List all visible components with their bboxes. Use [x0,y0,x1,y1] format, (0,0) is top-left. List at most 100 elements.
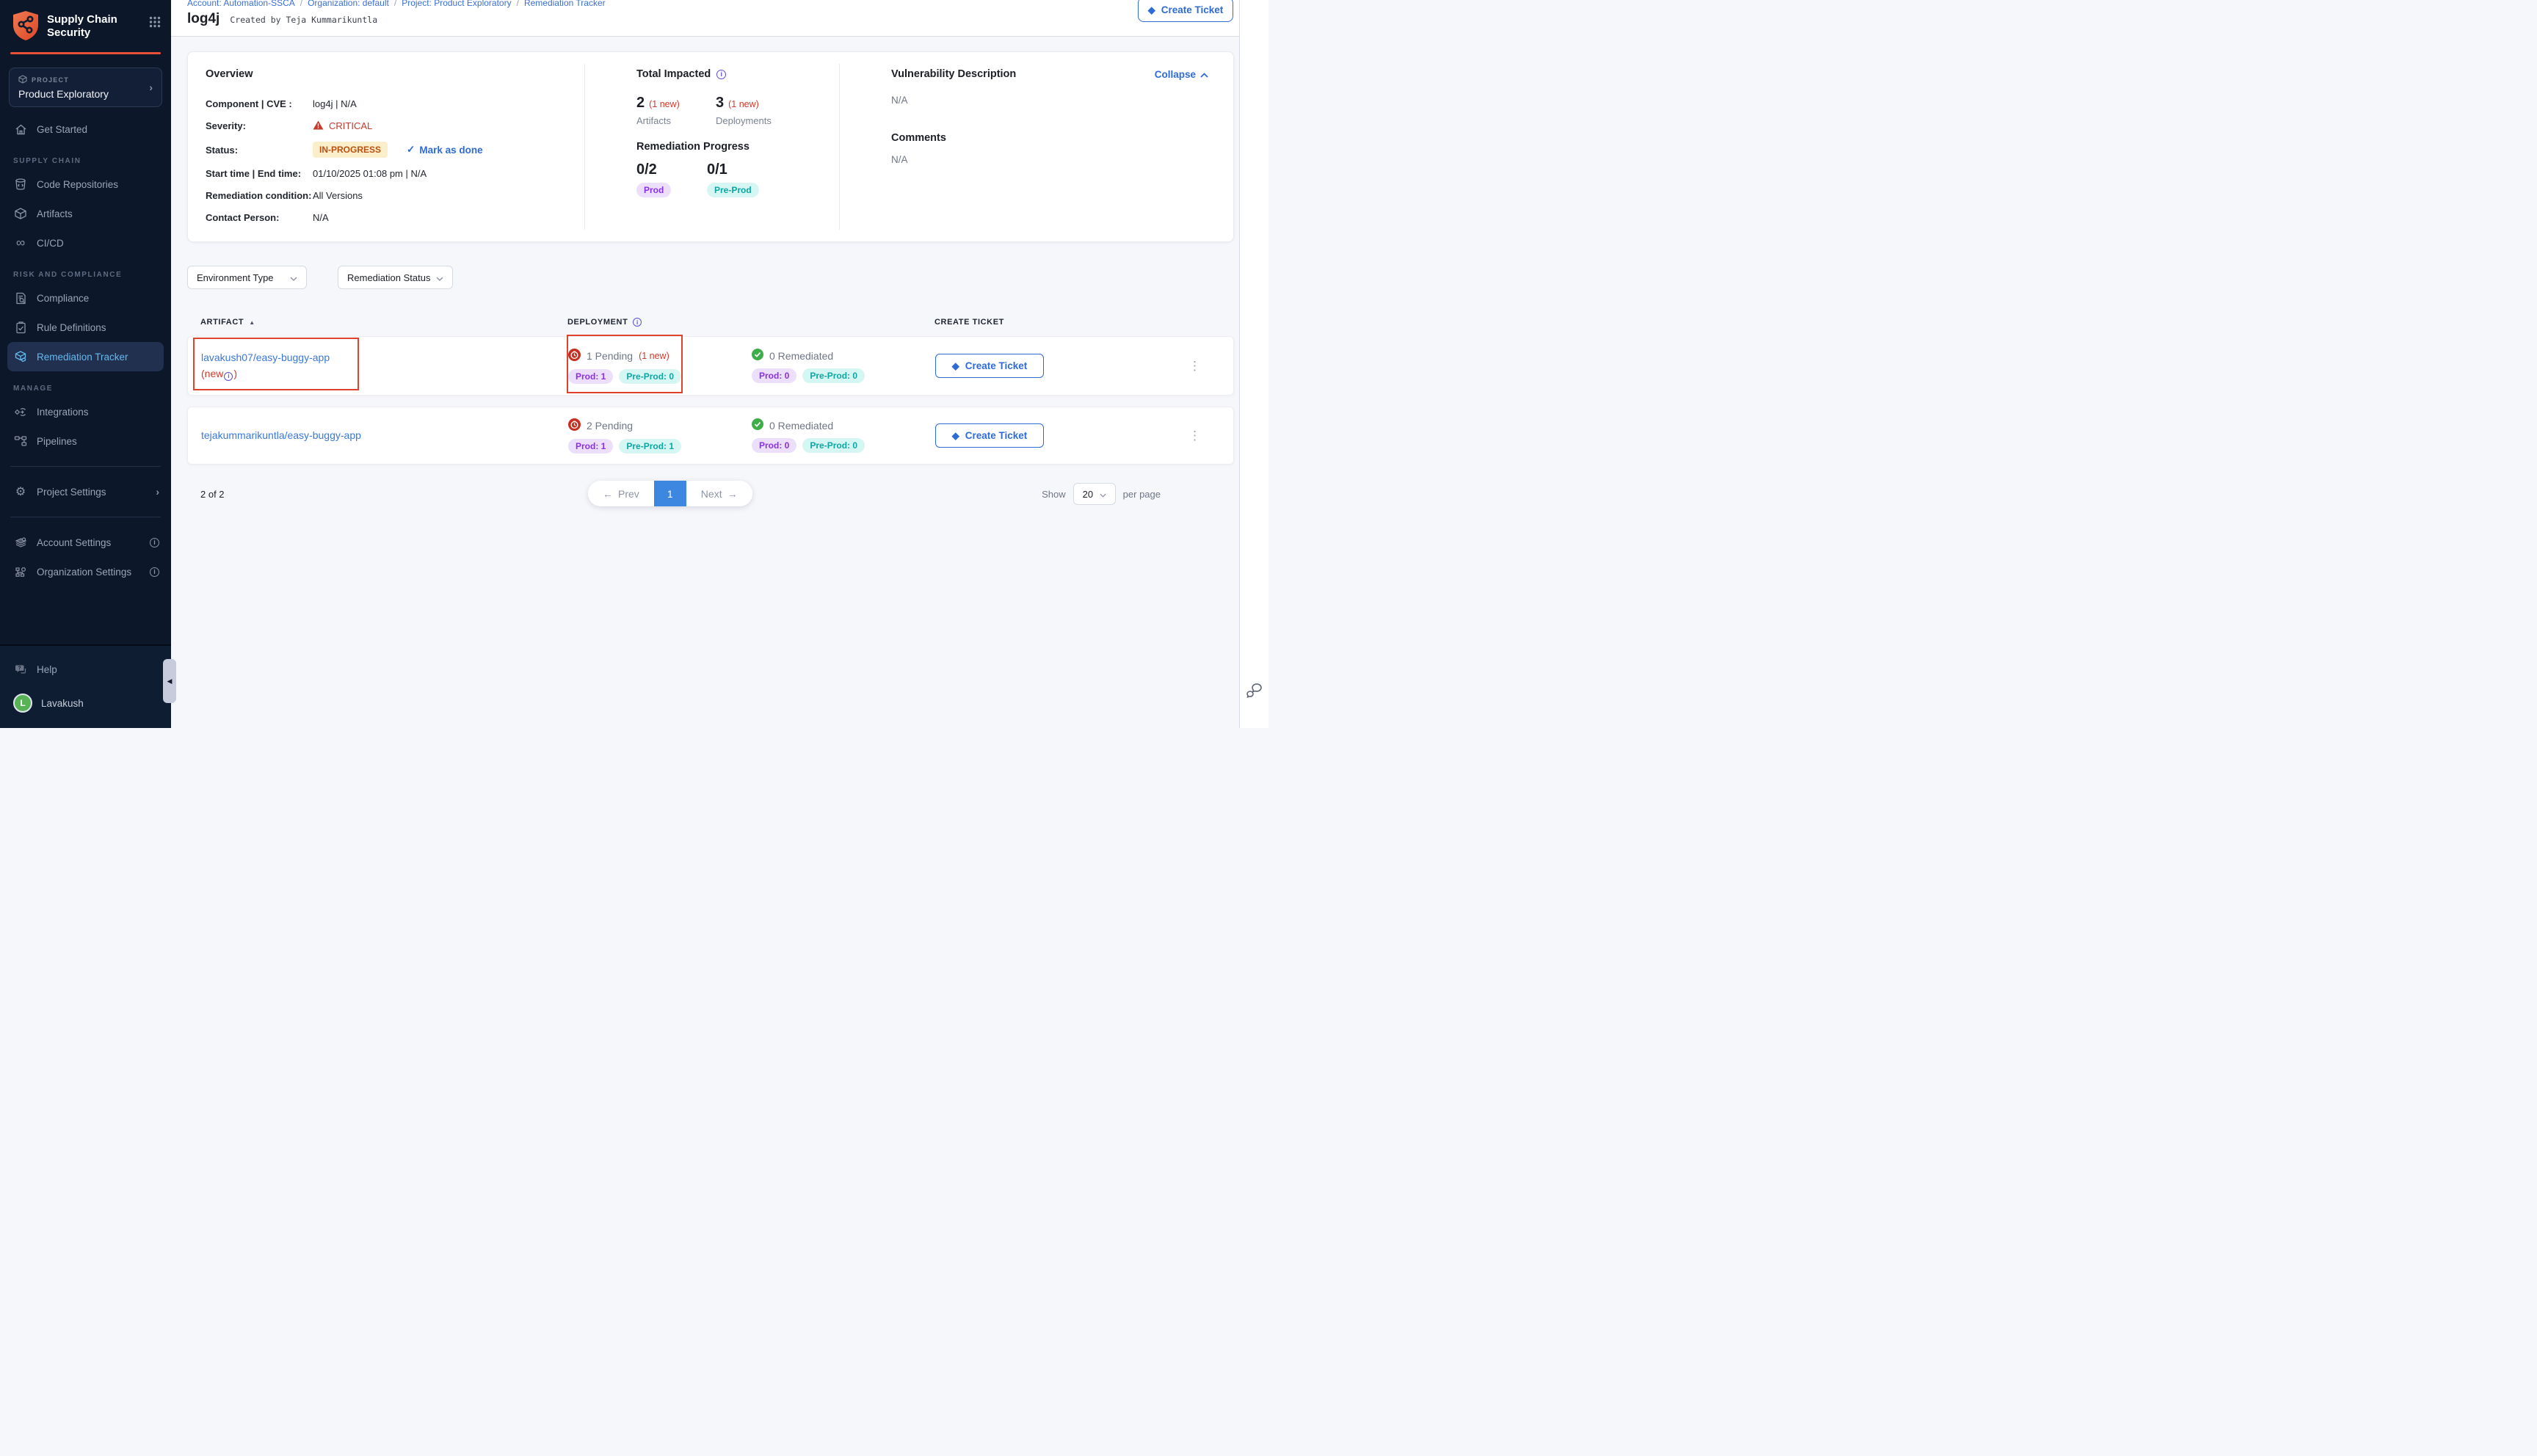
sidebar-collapse-handle[interactable]: ◀ [163,659,176,703]
app-logo-shield-icon [12,10,40,45]
next-page-button[interactable]: Next → [686,481,752,506]
artifact-link[interactable]: lavakush07/easy-buggy-app (new i) [201,352,330,381]
page-size-control: Show 20 per page [1042,483,1161,505]
sort-ascending-icon: ▲ [249,318,255,326]
comments-value: N/A [891,154,908,165]
accent-divider [10,52,161,54]
create-ticket-label: Create Ticket [1161,4,1224,15]
info-icon[interactable]: i [716,69,727,79]
column-header-artifact[interactable]: ARTIFACT ▲ [200,318,567,327]
contact-label: Contact Person: [206,212,280,223]
remediation-status-filter[interactable]: Remediation Status [338,266,453,289]
sidebar-item-label: Rule Definitions [37,321,106,333]
total-impacted-column: Total Impacted i 2 (1 new) Artifacts [585,52,839,241]
remediation-tracker-icon [13,350,28,363]
row-menu-kebab-icon[interactable]: ⋮ [1188,428,1201,443]
mark-as-done-link[interactable]: ✓ Mark as done [407,144,483,156]
breadcrumb-organization[interactable]: Organization: default [308,0,389,8]
artifacts-new-count: (1 new) [649,99,680,109]
sidebar-item-project-settings[interactable]: ⚙ Project Settings › [0,477,171,506]
comments-heading: Comments [891,132,946,144]
create-ticket-button[interactable]: ◆ Create Ticket [935,423,1044,448]
page-size-select[interactable]: 20 [1072,483,1116,505]
impacted-deployments-stat: 3 (1 new) Deployments [716,95,795,126]
breadcrumb-current[interactable]: Remediation Tracker [523,0,606,8]
right-rail [1239,0,1268,728]
table-row[interactable]: tejakummarikuntla/easy-buggy-app 2 Pendi… [187,407,1234,465]
artifact-link[interactable]: tejakummarikuntla/easy-buggy-app [201,429,361,441]
artifacts-count: 2 [636,95,645,111]
sidebar-item-pipelines[interactable]: Pipelines [0,426,171,456]
project-selector[interactable]: PROJECT Product Exploratory › [9,68,162,107]
prev-page-button[interactable]: ← Prev [588,481,654,506]
per-page-label: per page [1122,488,1161,500]
info-icon[interactable]: i [224,371,233,381]
breadcrumb-project[interactable]: Project: Product Exploratory [402,0,512,8]
prod-badge: Prod [636,183,672,197]
deployment-remediated-cell: 0 Remediated Prod: 0 Pre-Prod: 0 [752,349,935,383]
mark-as-done-label: Mark as done [419,144,483,156]
sidebar-item-cicd[interactable]: ∞ CI/CD [0,228,171,258]
breadcrumb-separator: / [300,0,303,8]
environment-type-filter[interactable]: Environment Type [187,266,307,289]
user-avatar[interactable]: L [13,694,32,713]
sidebar-item-label: Organization Settings [37,566,132,578]
section-manage: MANAGE [13,385,54,393]
vulnerability-column: Vulnerability Description Collapse N/A C… [840,52,1233,241]
create-ticket-label: Create Ticket [965,430,1028,441]
sidebar-item-label: Code Repositories [37,178,119,190]
page-number-button[interactable]: 1 [653,481,686,506]
prev-label: Prev [618,487,639,500]
preprod-badge: Pre-Prod: 0 [802,368,865,383]
sidebar-bottom: ? Help L Lavakush [0,644,171,728]
sidebar-item-integrations[interactable]: Integrations [0,397,171,426]
help-chat-icon: ? [13,663,28,676]
sidebar-item-rule-definitions[interactable]: Rule Definitions [0,313,171,342]
support-chat-icon[interactable] [1246,682,1263,702]
condition-row: Remediation condition: All Versions [206,189,584,202]
sidebar-item-remediation-tracker[interactable]: Remediation Tracker [7,342,164,371]
info-icon[interactable]: i [150,537,159,547]
create-ticket-button[interactable]: ◆ Create Ticket [935,354,1044,378]
condition-value: All Versions [313,190,363,201]
sidebar-divider [10,466,161,467]
create-ticket-label: Create Ticket [965,360,1028,371]
svg-text:?: ? [18,666,21,671]
remediation-progress-heading: Remediation Progress [636,141,750,153]
artifacts-icon [13,207,28,220]
sidebar-item-compliance[interactable]: Compliance [0,283,171,313]
deployments-count: 3 [716,95,725,111]
breadcrumb-account[interactable]: Account: Automation-SSCA [187,0,295,8]
jira-diamond-icon: ◆ [1147,4,1155,15]
impacted-artifacts-stat: 2 (1 new) Artifacts [636,95,716,126]
jira-diamond-icon: ◆ [951,360,959,371]
sidebar-item-artifacts[interactable]: Artifacts [0,199,171,228]
row-menu-kebab-icon[interactable]: ⋮ [1188,358,1201,373]
info-icon[interactable]: i [150,567,159,577]
org-hierarchy-icon [13,566,28,578]
preprod-progress-stat: 0/1 Pre-Prod [707,161,777,197]
collapse-link[interactable]: Collapse [1155,69,1208,80]
pending-clock-icon [568,418,581,433]
sidebar-item-get-started[interactable]: Get Started [0,114,171,144]
sidebar-item-help[interactable]: ? Help [0,655,171,684]
deployment-remediated-cell: 0 Remediated Prod: 0 Pre-Prod: 0 [752,418,935,453]
sidebar-item-account-settings[interactable]: Account Settings i [0,528,171,557]
jira-diamond-icon: ◆ [951,430,959,441]
sidebar-item-label: Pipelines [37,435,77,447]
sidebar-user[interactable]: L Lavakush [0,688,171,718]
remediated-count: 0 Remediated [769,419,834,432]
info-icon[interactable]: i [633,318,642,327]
sidebar-item-code-repositories[interactable]: Code Repositories [0,170,171,199]
arrow-right-icon: → [727,487,738,500]
module-grid-icon[interactable] [149,16,161,32]
sidebar-item-organization-settings[interactable]: Organization Settings i [0,557,171,586]
create-ticket-button[interactable]: ◆ Create Ticket [1138,0,1233,22]
layers-gear-icon [13,536,28,549]
table-header: ARTIFACT ▲ DEPLOYMENT i CREATE TICKET [187,313,1234,332]
contact-row: Contact Person: N/A [206,211,584,224]
table-row[interactable]: lavakush07/easy-buggy-app (new i) 1 Pendi… [187,335,1234,396]
environment-type-label: Environment Type [197,272,274,283]
prod-progress-stat: 0/2 Prod [636,161,707,197]
sidebar-item-label: Help [37,663,57,675]
